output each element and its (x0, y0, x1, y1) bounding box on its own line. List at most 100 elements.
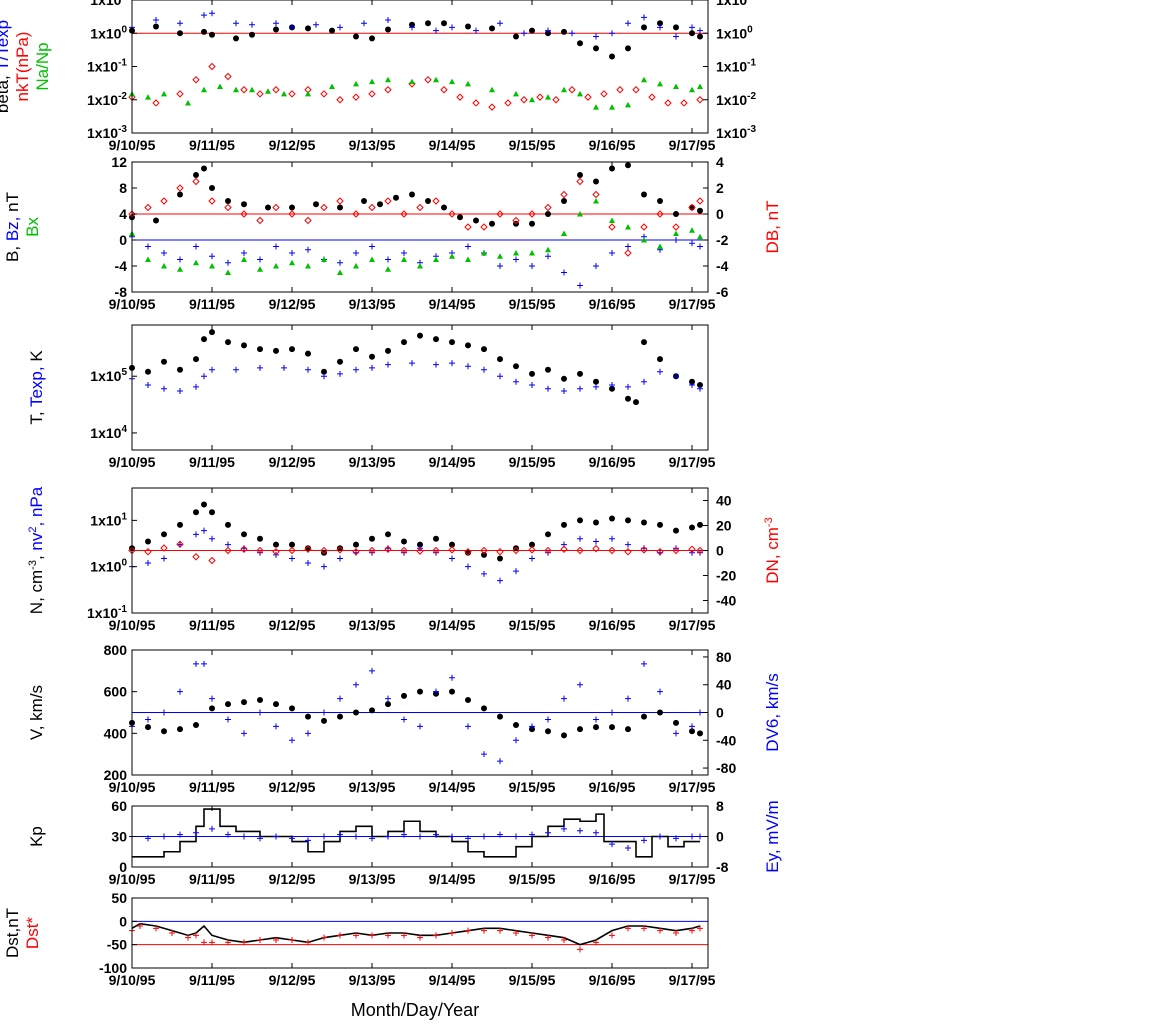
data-point (209, 939, 215, 946)
data-point (465, 342, 471, 349)
data-point (305, 939, 311, 946)
data-point (609, 30, 615, 37)
data-point (673, 237, 679, 243)
data-point (593, 716, 599, 723)
data-point (697, 83, 703, 90)
left-axis-title-line: Na/Np (33, 42, 52, 90)
data-point (545, 27, 551, 34)
data-point (577, 211, 583, 217)
data-point (473, 217, 479, 224)
data-point (433, 336, 439, 343)
data-point (225, 269, 231, 275)
panel-frame (131, 324, 709, 451)
data-point (697, 549, 703, 556)
data-point (593, 378, 599, 385)
data-point (144, 203, 152, 212)
data-point (369, 835, 375, 842)
x-tick-label: 9/17/95 (669, 137, 716, 153)
data-point (609, 165, 615, 172)
data-point (497, 927, 503, 934)
data-point (697, 27, 703, 34)
data-point (401, 692, 407, 699)
data-point (153, 925, 159, 932)
y-tick-label: 1x10-3 (87, 124, 127, 141)
data-point (249, 21, 255, 28)
data-point (449, 78, 455, 85)
data-point (353, 366, 359, 373)
data-point (161, 728, 167, 735)
x-tick-label: 9/12/95 (269, 972, 316, 988)
data-point (560, 545, 568, 553)
data-point (641, 191, 647, 198)
data-point (353, 932, 359, 939)
data-point (193, 531, 199, 538)
data-point (249, 31, 255, 38)
data-point (161, 531, 167, 538)
data-point (697, 207, 703, 214)
data-point (385, 531, 391, 538)
data-point (177, 688, 183, 695)
data-point (673, 211, 679, 217)
right-tick-label: -2 (716, 232, 729, 248)
y-tick-label: 600 (104, 684, 128, 700)
data-point (417, 263, 423, 269)
data-point (465, 243, 471, 250)
data-point (209, 263, 215, 269)
data-point (193, 356, 199, 363)
data-point (481, 551, 487, 558)
data-point (201, 12, 207, 19)
right-tick-label: -40 (716, 732, 736, 748)
x-tick-label: 9/13/95 (349, 972, 396, 988)
data-point (289, 737, 295, 744)
data-point (176, 184, 184, 192)
data-point (657, 356, 663, 363)
data-point (281, 364, 287, 371)
data-point (177, 20, 183, 27)
data-point (145, 382, 151, 389)
data-point (697, 521, 703, 528)
data-point (625, 541, 631, 548)
data-point (161, 263, 167, 269)
x-tick-label: 9/10/95 (109, 454, 156, 470)
data-point (145, 724, 151, 731)
data-point (697, 925, 703, 932)
data-point (433, 535, 439, 542)
data-point (593, 33, 599, 40)
data-point (481, 705, 487, 712)
data-point (193, 509, 199, 516)
left-axis-title-line: beta, T/Texp (0, 20, 12, 113)
data-point (384, 545, 392, 553)
data-point (257, 697, 263, 703)
right-tick-label: 0 (716, 705, 724, 721)
data-point (673, 373, 679, 380)
data-point (696, 96, 704, 104)
data-point (593, 724, 599, 731)
data-point (289, 24, 295, 31)
x-tick-label: 9/13/95 (349, 137, 396, 153)
data-point (689, 240, 695, 247)
x-axis-title: Month/Day/Year (350, 1000, 480, 1020)
data-point (673, 527, 679, 534)
data-point (369, 667, 375, 674)
x-tick-label: 9/15/95 (509, 871, 556, 887)
x-tick-label: 9/17/95 (669, 617, 716, 633)
data-point (177, 521, 183, 528)
data-point (593, 538, 599, 545)
data-point (657, 709, 663, 716)
data-point (545, 716, 551, 723)
x-tick-label: 9/12/95 (269, 779, 316, 795)
data-point (561, 230, 567, 236)
data-point (233, 86, 239, 93)
data-point (513, 256, 519, 263)
data-point (465, 723, 471, 730)
data-point (481, 346, 487, 353)
x-tick-label: 9/11/95 (189, 617, 235, 633)
data-point (368, 546, 376, 555)
data-point (697, 709, 703, 716)
data-point (185, 934, 191, 941)
data-point (321, 373, 327, 380)
data-point (337, 269, 343, 275)
data-point (545, 829, 551, 836)
data-point (481, 570, 487, 577)
